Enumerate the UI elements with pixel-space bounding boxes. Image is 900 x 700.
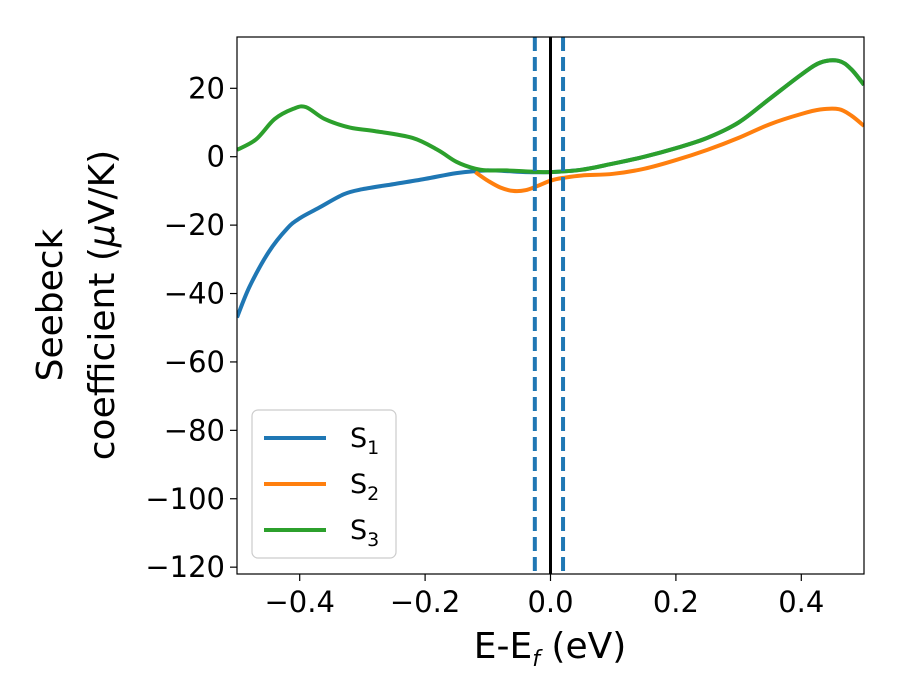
x-tick-label: −0.4 — [264, 585, 334, 619]
y-axis-ticks: 20 0 −20 −40 −60 −80 −100 −120 — [145, 71, 237, 584]
y-tick-label: −100 — [145, 482, 225, 516]
vertical-lines-layer — [532, 37, 566, 574]
y-tick-label: 0 — [207, 140, 225, 174]
x-tick-label: 0.4 — [778, 585, 824, 619]
x-axis-ticks: −0.4 −0.2 0.0 0.2 0.4 — [264, 574, 824, 619]
series-line-s2 — [474, 106, 864, 194]
legend-entry-s3: S3 — [264, 515, 379, 551]
y-tick-label: −80 — [164, 413, 225, 447]
y-axis-label: Seebeck coefficient (μV/K) — [30, 150, 123, 460]
legend-entry-s2: S2 — [264, 469, 379, 505]
legend-entry-s1: S1 — [264, 423, 379, 459]
y-tick-label: 20 — [188, 71, 225, 105]
y-axis-label-line2: coefficient (μV/K) — [82, 150, 123, 460]
legend-label-s2: S2 — [350, 469, 379, 505]
x-tick-label: −0.2 — [390, 585, 460, 619]
y-tick-label: −40 — [164, 277, 225, 311]
series-line-s3 — [237, 58, 864, 175]
legend-label-s1: S1 — [350, 423, 379, 459]
legend-label-s3: S3 — [350, 515, 379, 551]
y-tick-label: −20 — [164, 208, 225, 242]
x-tick-label: 0.0 — [527, 585, 573, 619]
x-tick-label: 0.2 — [653, 585, 699, 619]
x-axis-label: E-Ef (eV) — [474, 626, 627, 672]
legend: S1 S2 S3 — [251, 409, 397, 559]
series-layer — [237, 58, 864, 319]
y-tick-label: −60 — [164, 345, 225, 379]
y-tick-label: −120 — [145, 550, 225, 584]
y-axis-label-line1: Seebeck — [30, 228, 71, 381]
